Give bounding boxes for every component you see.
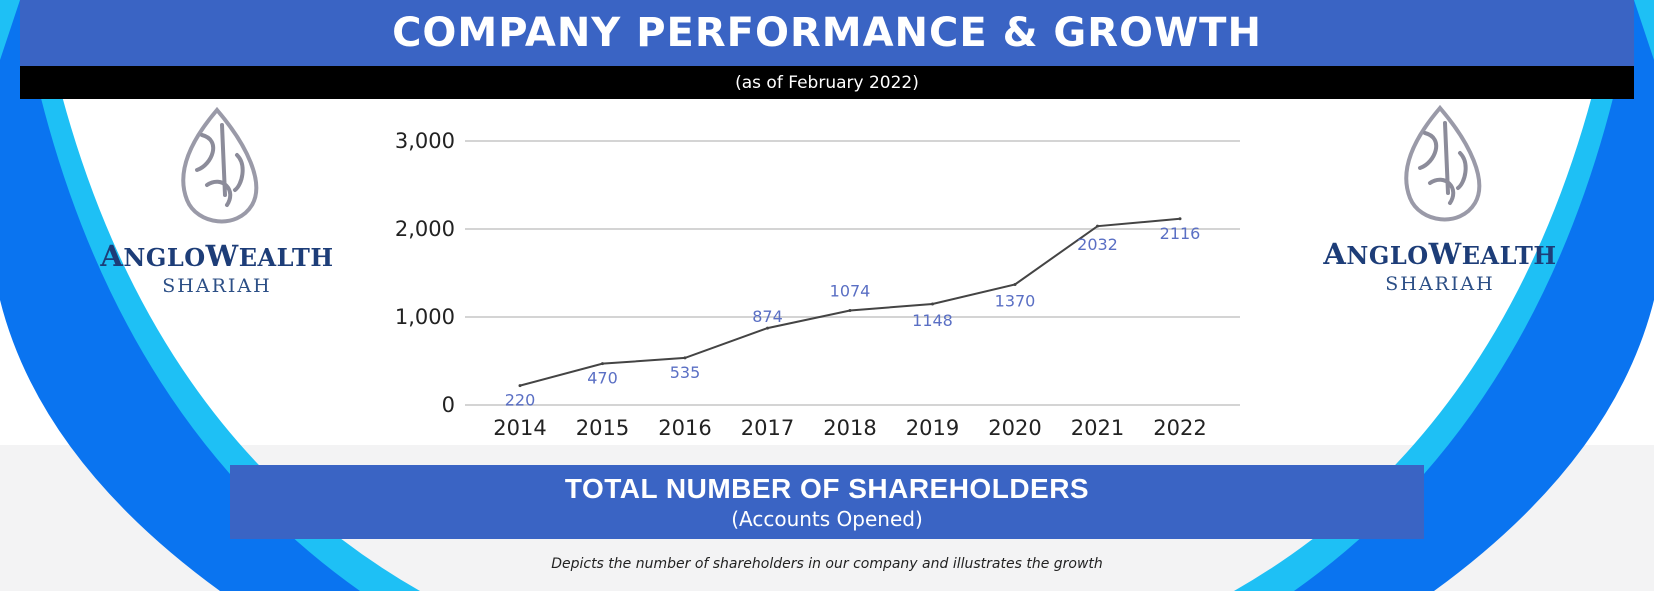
- x-tick-label: 2015: [576, 416, 629, 440]
- x-tick-label: 2016: [658, 416, 711, 440]
- calligraphy-emblem-icon: [181, 106, 259, 224]
- data-point: [1178, 217, 1182, 221]
- x-tick-label: 2014: [493, 416, 546, 440]
- data-point: [518, 384, 522, 388]
- data-point: [1013, 282, 1017, 286]
- caption-text: Depicts the number of shareholders in ou…: [551, 556, 1103, 572]
- data-label: 1370: [995, 291, 1036, 310]
- data-point: [1096, 224, 1099, 228]
- data-label: 535: [670, 363, 701, 382]
- logo-sub-text: SHARIAH: [162, 275, 272, 297]
- title-bar: COMPANY PERFORMANCE & GROWTH: [20, 0, 1634, 66]
- data-point: [601, 362, 604, 366]
- data-label: 2032: [1077, 235, 1118, 254]
- x-tick-label: 2018: [823, 416, 876, 440]
- left-swoosh-dark: [0, 0, 360, 591]
- data-point: [683, 356, 687, 360]
- data-label: 1074: [830, 281, 871, 300]
- subtitle-bar: (as of February 2022): [20, 66, 1634, 99]
- data-label: 874: [752, 307, 783, 326]
- y-tick-label: 3,000: [395, 129, 455, 153]
- page-title: COMPANY PERFORMANCE & GROWTH: [392, 10, 1262, 56]
- x-tick-label: 2020: [988, 416, 1041, 440]
- data-label: 470: [587, 369, 618, 388]
- x-tick-label: 2021: [1071, 416, 1124, 440]
- logo-sub-text: SHARIAH: [1385, 273, 1495, 295]
- x-tick-label: 2017: [741, 416, 794, 440]
- y-tick-label: 0: [442, 393, 455, 417]
- shareholders-line-chart: 0 1,000 2,000 3,000 2014 2015 2016 2017 2018 2019…: [395, 129, 1240, 440]
- y-tick-label: 1,000: [395, 305, 455, 329]
- footer-bar: TOTAL NUMBER OF SHAREHOLDERS (Accounts O…: [230, 465, 1424, 539]
- data-label: 2116: [1160, 224, 1201, 243]
- page-subtitle: (as of February 2022): [735, 72, 919, 93]
- chart-title: TOTAL NUMBER OF SHAREHOLDERS: [564, 473, 1090, 504]
- y-tick-label: 2,000: [395, 217, 455, 241]
- x-tick-label: 2019: [906, 416, 959, 440]
- data-point: [848, 308, 852, 312]
- calligraphy-emblem-icon: [1404, 104, 1482, 222]
- right-swoosh-dark: [1294, 0, 1654, 591]
- logo-brand-text: ANGLOWEALTH: [1323, 237, 1557, 271]
- data-label: 1148: [912, 311, 953, 330]
- data-point: [766, 326, 769, 330]
- data-label: 220: [505, 391, 536, 410]
- chart-subtitle: (Accounts Opened): [731, 507, 923, 531]
- data-point: [931, 302, 934, 306]
- logo-brand-text: ANGLOWEALTH: [100, 239, 334, 273]
- logo-left: ANGLOWEALTH SHARIAH: [100, 105, 334, 305]
- x-tick-label: 2022: [1153, 416, 1206, 440]
- logo-right: ANGLOWEALTH SHARIAH: [1323, 103, 1557, 303]
